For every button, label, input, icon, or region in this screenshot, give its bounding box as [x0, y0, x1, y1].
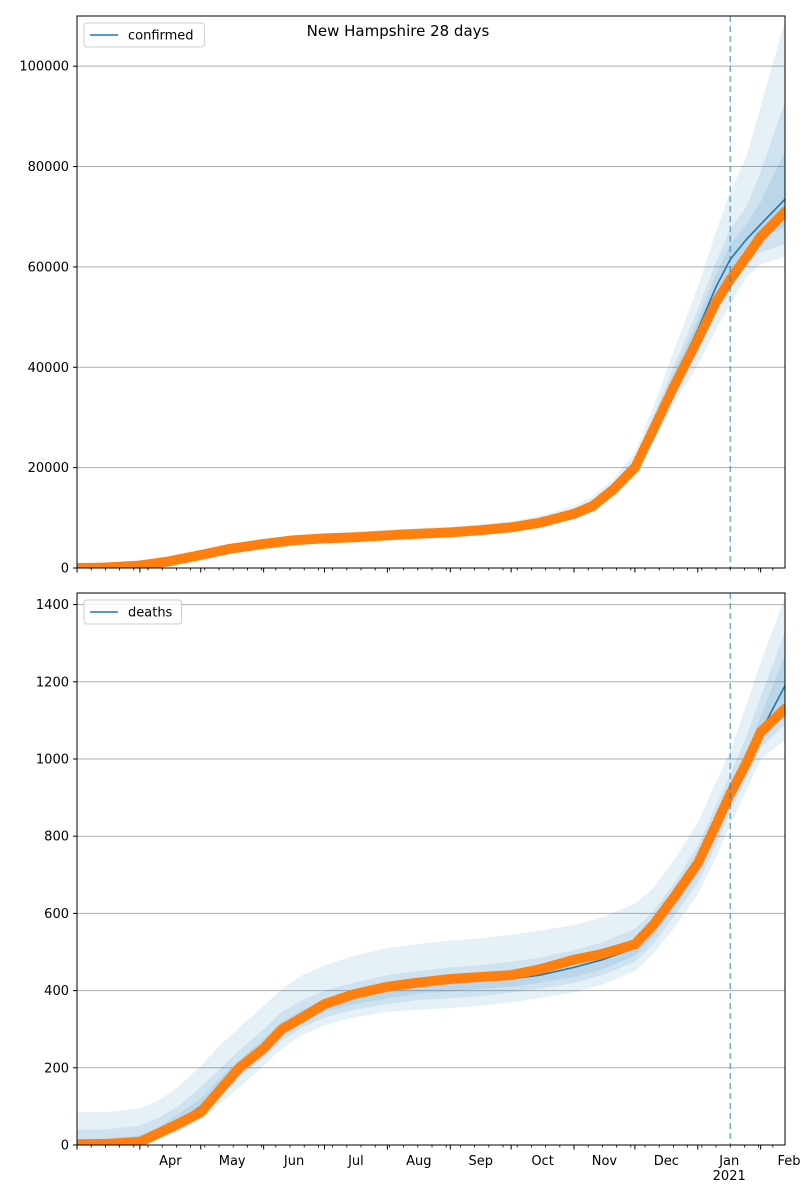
y-tick-label: 20000: [28, 461, 69, 476]
observed-series: [77, 206, 785, 568]
y-tick-label: 80000: [28, 160, 69, 175]
y-tick-label: 800: [44, 830, 69, 845]
uncertainty-band-inner: [77, 654, 785, 1145]
figure-title: New Hampshire 28 days: [307, 22, 490, 40]
observed-point: [780, 206, 785, 217]
x-tick-label: Dec: [654, 1154, 679, 1169]
y-tick-label: 400: [44, 984, 69, 999]
deaths-legend: deaths: [83, 599, 183, 625]
y-tick-label: 0: [61, 562, 69, 577]
uncertainty-band-outer: [77, 21, 785, 568]
y-tick-label: 40000: [28, 361, 69, 376]
y-tick-label: 0: [61, 1139, 69, 1154]
x-tick-label: 2021: [713, 1169, 746, 1184]
legend-label: deaths: [128, 606, 173, 621]
x-tick-label: Oct: [531, 1154, 553, 1169]
x-tick-label: Jun: [283, 1154, 304, 1169]
legend-label: confirmed: [128, 29, 194, 44]
y-tick-label: 1200: [36, 675, 69, 690]
plot-area: [77, 596, 785, 1145]
y-tick-label: 200: [44, 1061, 69, 1076]
axes-frame: [76, 15, 786, 569]
y-tick-label: 60000: [28, 260, 69, 275]
confirmed-legend: confirmed: [83, 22, 205, 48]
legend-box: [83, 22, 205, 48]
y-tick-label: 1400: [36, 598, 69, 613]
confirmed-panel: 0 20000 40000 60000 80000 100000 confirmed: [19, 15, 786, 577]
y-tick-label: 1000: [36, 752, 69, 767]
x-tick-label: Sep: [468, 1154, 493, 1169]
x-tick-label: Nov: [592, 1154, 618, 1169]
y-tick-label: 100000: [19, 60, 69, 75]
y-tick-label: 600: [44, 907, 69, 922]
plot-area: [77, 21, 785, 568]
deaths-panel: 0 200 400 600 800 1000 1200 1400 Apr May Jun Jul Aug…: [36, 592, 800, 1184]
x-tick-label: Jul: [347, 1154, 364, 1169]
x-tick-label: May: [219, 1154, 246, 1169]
observed-series: [77, 703, 785, 1145]
x-tick-label: Feb: [778, 1154, 800, 1169]
x-tick-label: Apr: [159, 1154, 182, 1169]
legend-box: [83, 599, 183, 625]
x-tick-label: Aug: [406, 1154, 431, 1169]
x-tick-label: Jan: [718, 1154, 739, 1169]
uncertainty-band-outer: [77, 596, 785, 1145]
observed-point: [780, 703, 785, 714]
uncertainty-band-middle: [77, 101, 785, 568]
axes-frame: [76, 592, 786, 1146]
